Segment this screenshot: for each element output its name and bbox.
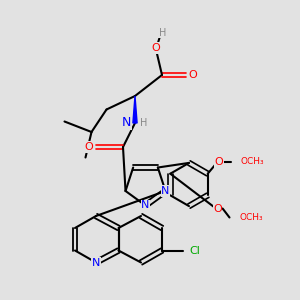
- Text: OCH₃: OCH₃: [241, 158, 264, 166]
- Text: O: O: [213, 203, 222, 214]
- Text: N: N: [122, 116, 131, 130]
- Text: O: O: [188, 70, 197, 80]
- Text: H: H: [159, 28, 166, 38]
- Text: N: N: [92, 257, 100, 268]
- Text: N: N: [161, 186, 170, 196]
- Text: O: O: [84, 142, 93, 152]
- Text: O: O: [152, 43, 160, 53]
- Text: OCH₃: OCH₃: [239, 213, 263, 222]
- Text: O: O: [214, 157, 224, 167]
- Text: N: N: [141, 200, 150, 211]
- Text: Cl: Cl: [189, 245, 200, 256]
- Text: H: H: [140, 118, 147, 128]
- Polygon shape: [133, 96, 137, 123]
